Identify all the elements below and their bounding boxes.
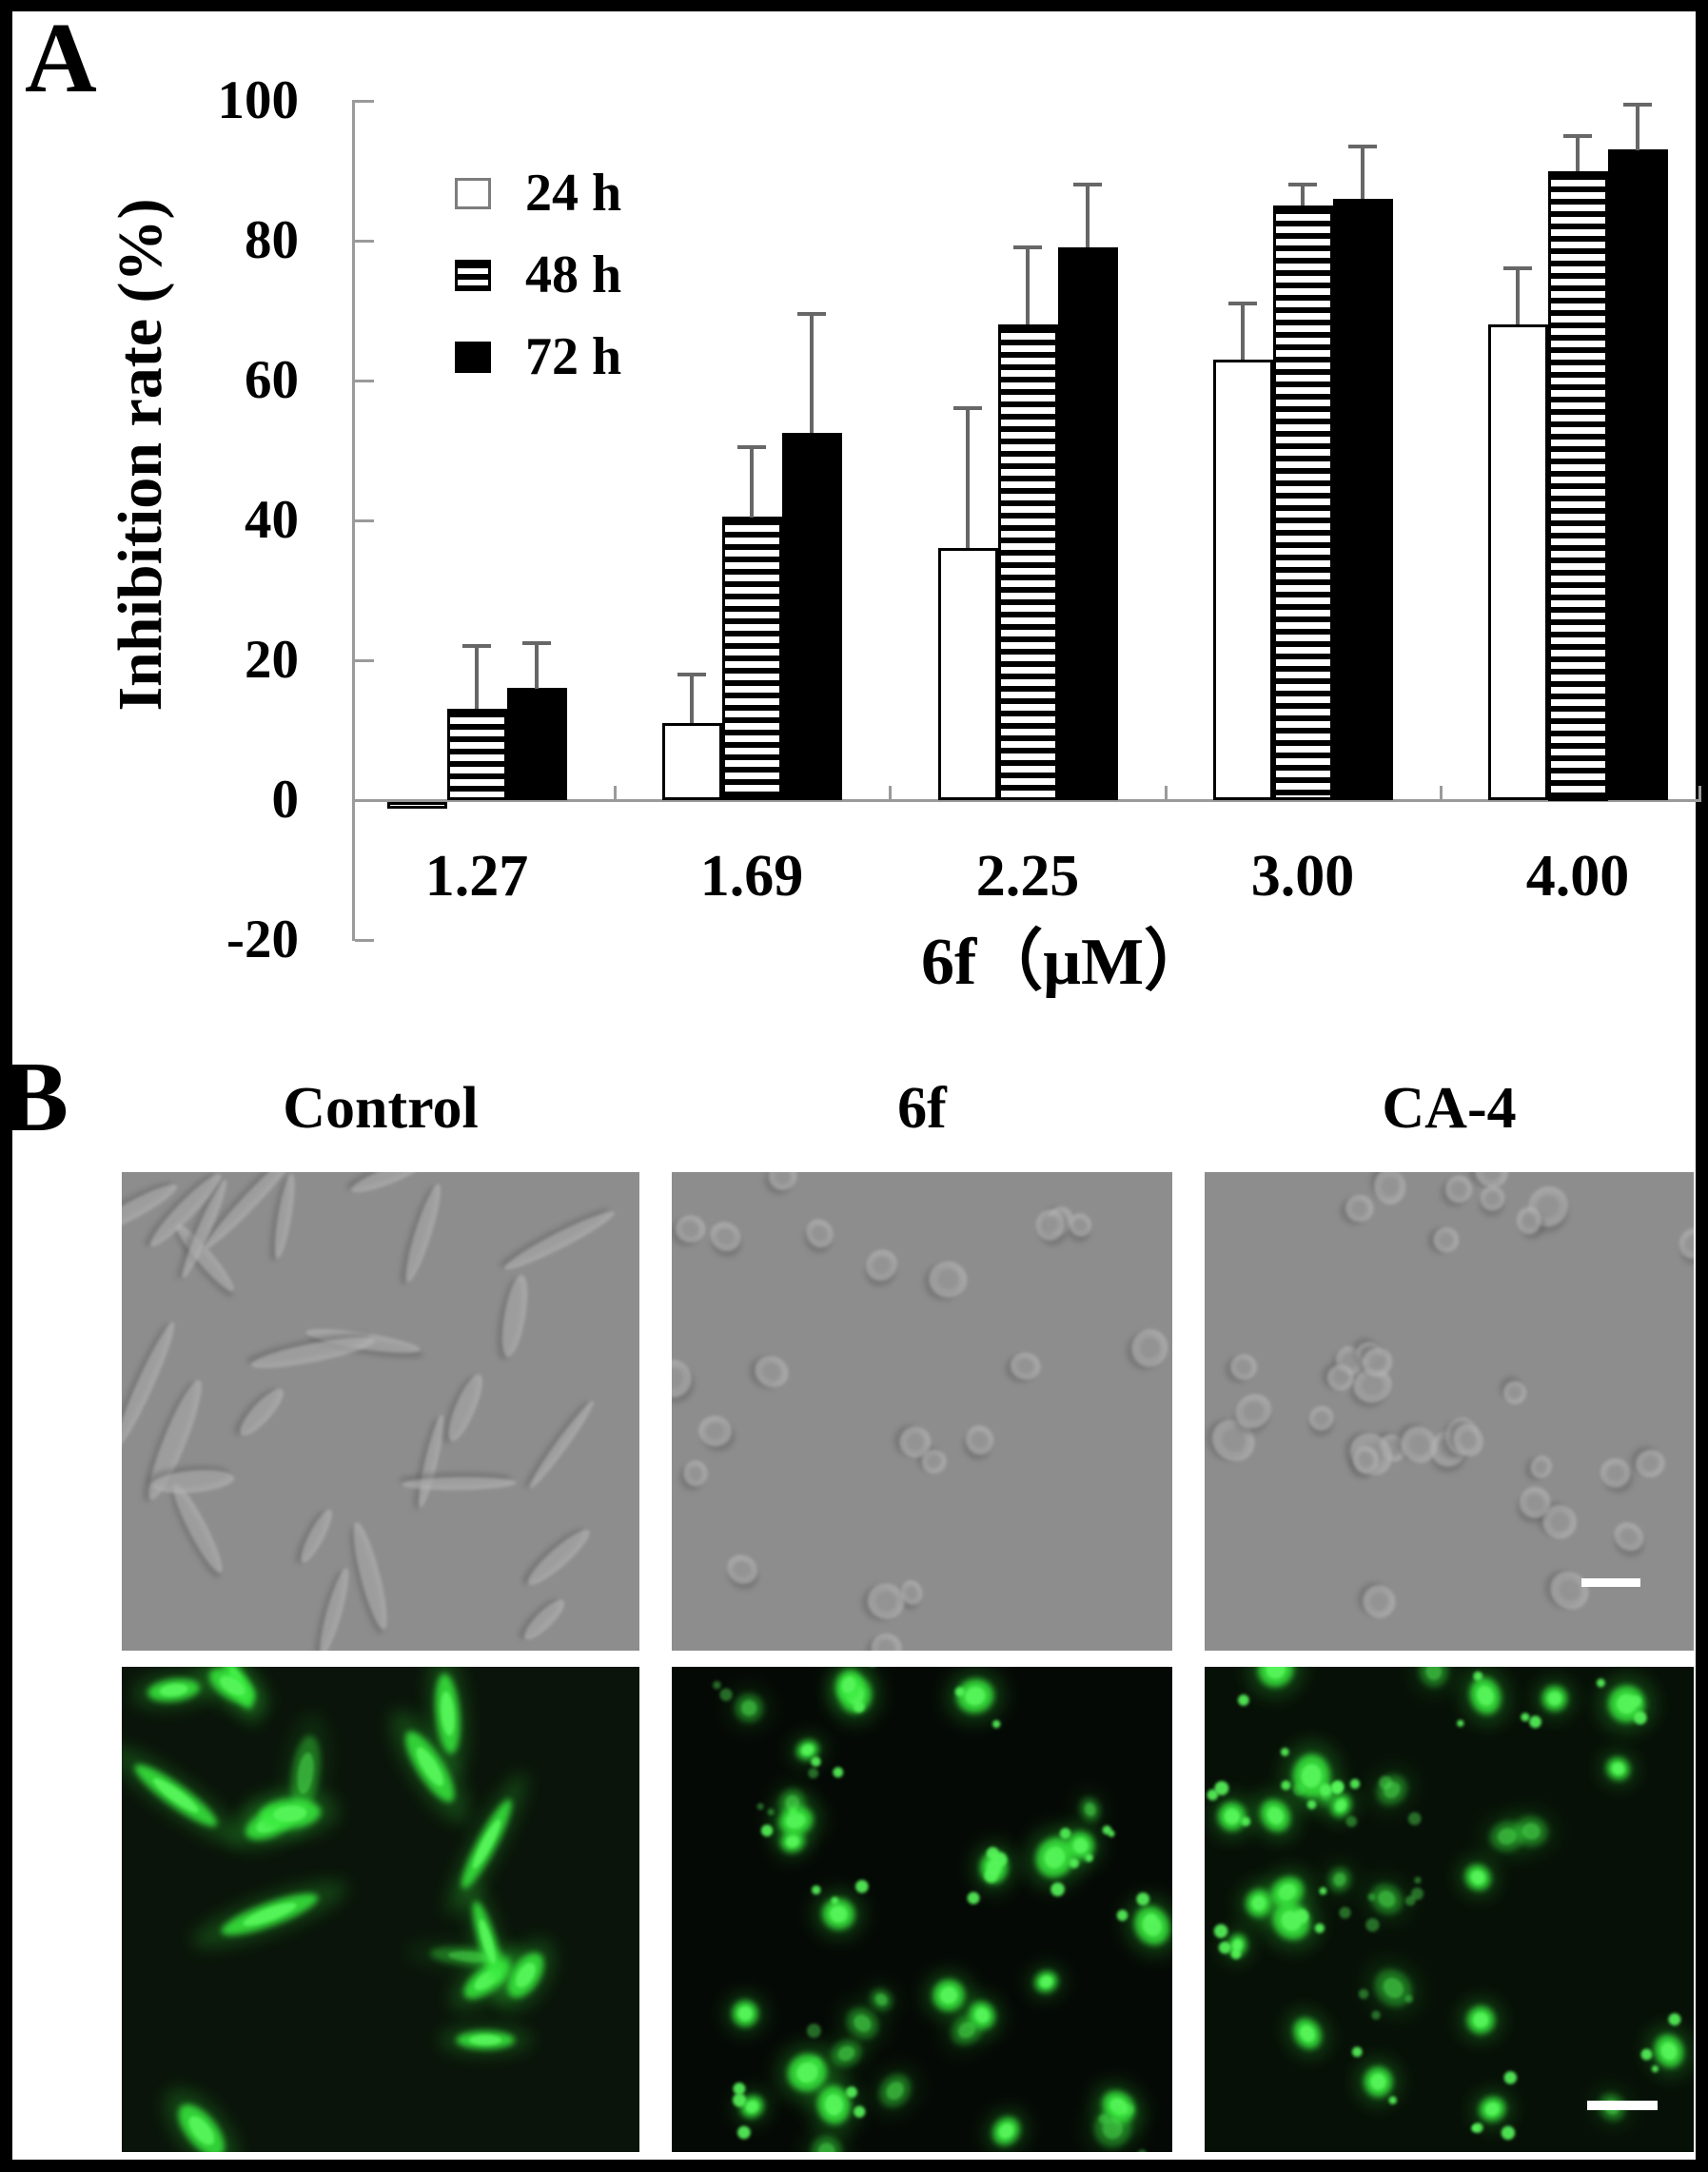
bar-24h-2.25 bbox=[938, 548, 998, 800]
fluorescence-image-ca-4 bbox=[1205, 1667, 1694, 2152]
bar-72h-3.00 bbox=[1333, 199, 1393, 800]
y-tick-label: -20 bbox=[226, 910, 299, 969]
error-bar-line bbox=[475, 646, 479, 709]
error-bar-cap bbox=[1623, 103, 1652, 107]
legend-swatch-striped-icon bbox=[455, 260, 491, 291]
y-axis-tick bbox=[355, 100, 374, 103]
y-tick-label: 80 bbox=[245, 210, 299, 270]
error-bar-cap bbox=[462, 644, 491, 648]
bar-72h-4.00 bbox=[1608, 149, 1668, 800]
column-header-ca4: CA-4 bbox=[1382, 1076, 1517, 1141]
bar-72h-1.69 bbox=[782, 433, 842, 800]
error-bar-cap bbox=[1073, 183, 1102, 186]
y-tick-label: 0 bbox=[271, 770, 300, 830]
fluorescence-image-control bbox=[122, 1667, 639, 2152]
error-bar-line bbox=[1026, 247, 1030, 324]
panel-b-label: B bbox=[2, 1041, 69, 1152]
x-axis-tick bbox=[889, 786, 892, 799]
column-header-control: Control bbox=[283, 1076, 479, 1141]
error-bar-cap bbox=[1563, 134, 1592, 138]
x-axis-tick bbox=[1165, 786, 1168, 799]
error-bar-line bbox=[1301, 185, 1305, 205]
bar-48h-4.00 bbox=[1548, 171, 1608, 801]
y-axis-tick bbox=[355, 659, 374, 662]
fluorescence-image-6f bbox=[672, 1667, 1172, 2152]
y-axis-tick bbox=[355, 240, 374, 243]
error-bar-line bbox=[1241, 303, 1245, 360]
bar-72h-2.25 bbox=[1058, 247, 1118, 800]
error-bar-line bbox=[750, 447, 754, 518]
x-category-label: 2.25 bbox=[975, 844, 1080, 909]
bar-48h-3.00 bbox=[1273, 205, 1333, 800]
legend-swatch-open-icon bbox=[455, 178, 491, 209]
phase-contrast-image-control bbox=[122, 1172, 639, 1651]
y-tick-label: 100 bbox=[217, 70, 300, 130]
phase-contrast-image-ca-4 bbox=[1205, 1172, 1694, 1651]
legend-swatch-solid-icon bbox=[455, 342, 491, 373]
y-axis-line bbox=[352, 100, 355, 941]
error-bar-line bbox=[1361, 147, 1364, 199]
x-category-label: 1.27 bbox=[424, 844, 529, 909]
y-axis-tick bbox=[355, 519, 374, 522]
bar-48h-2.25 bbox=[998, 324, 1058, 800]
y-tick-label: 60 bbox=[245, 350, 299, 410]
bar-24h-1.69 bbox=[662, 723, 722, 800]
scale-bar bbox=[1587, 2101, 1658, 2110]
y-axis-tick bbox=[355, 939, 374, 942]
error-bar-cap bbox=[522, 641, 551, 645]
error-bar-line bbox=[1516, 268, 1520, 324]
bar-24h-4.00 bbox=[1488, 324, 1548, 800]
y-axis-tick bbox=[355, 380, 374, 382]
x-axis-tick bbox=[1440, 786, 1443, 799]
x-category-label: 1.69 bbox=[699, 844, 804, 909]
scale-bar bbox=[1581, 1578, 1640, 1587]
error-bar-line bbox=[966, 408, 970, 548]
bar-chart: 100 80 60 40 20 0 -20 1.27 1.69 2.25 3.00 4.00 bbox=[0, 0, 1708, 1047]
error-bar-line bbox=[1086, 185, 1090, 247]
bar-24h-1.27 bbox=[387, 802, 447, 809]
x-axis-line bbox=[352, 799, 1701, 802]
bar-48h-1.27 bbox=[447, 709, 507, 800]
error-bar-cap bbox=[797, 312, 826, 316]
y-tick-label: 20 bbox=[245, 630, 299, 690]
error-bar-cap bbox=[1228, 302, 1257, 305]
error-bar-cap bbox=[1013, 245, 1042, 249]
error-bar-line bbox=[535, 643, 539, 689]
error-bar-cap bbox=[1288, 183, 1317, 186]
error-bar-line bbox=[1636, 105, 1639, 150]
error-bar-line bbox=[810, 314, 814, 433]
error-bar-cap bbox=[737, 445, 766, 449]
bar-72h-1.27 bbox=[507, 688, 567, 800]
error-bar-line bbox=[1576, 136, 1580, 171]
phase-contrast-image-6f bbox=[672, 1172, 1172, 1651]
x-category-label: 4.00 bbox=[1525, 844, 1630, 909]
error-bar-cap bbox=[1503, 266, 1532, 270]
x-axis-tick bbox=[614, 786, 617, 799]
x-axis-title: 6f（μM） bbox=[920, 926, 1211, 999]
error-bar-cap bbox=[677, 673, 706, 676]
x-category-label: 3.00 bbox=[1250, 844, 1355, 909]
panel-a-label: A bbox=[25, 2, 97, 113]
x-axis-tick bbox=[1698, 786, 1701, 799]
bar-48h-1.69 bbox=[722, 517, 782, 800]
y-tick-label: 40 bbox=[245, 490, 299, 550]
column-header-6f: 6f bbox=[897, 1076, 947, 1141]
error-bar-cap bbox=[953, 406, 982, 410]
bar-24h-3.00 bbox=[1213, 360, 1273, 800]
error-bar-line bbox=[690, 675, 694, 723]
error-bar-cap bbox=[1348, 145, 1377, 148]
